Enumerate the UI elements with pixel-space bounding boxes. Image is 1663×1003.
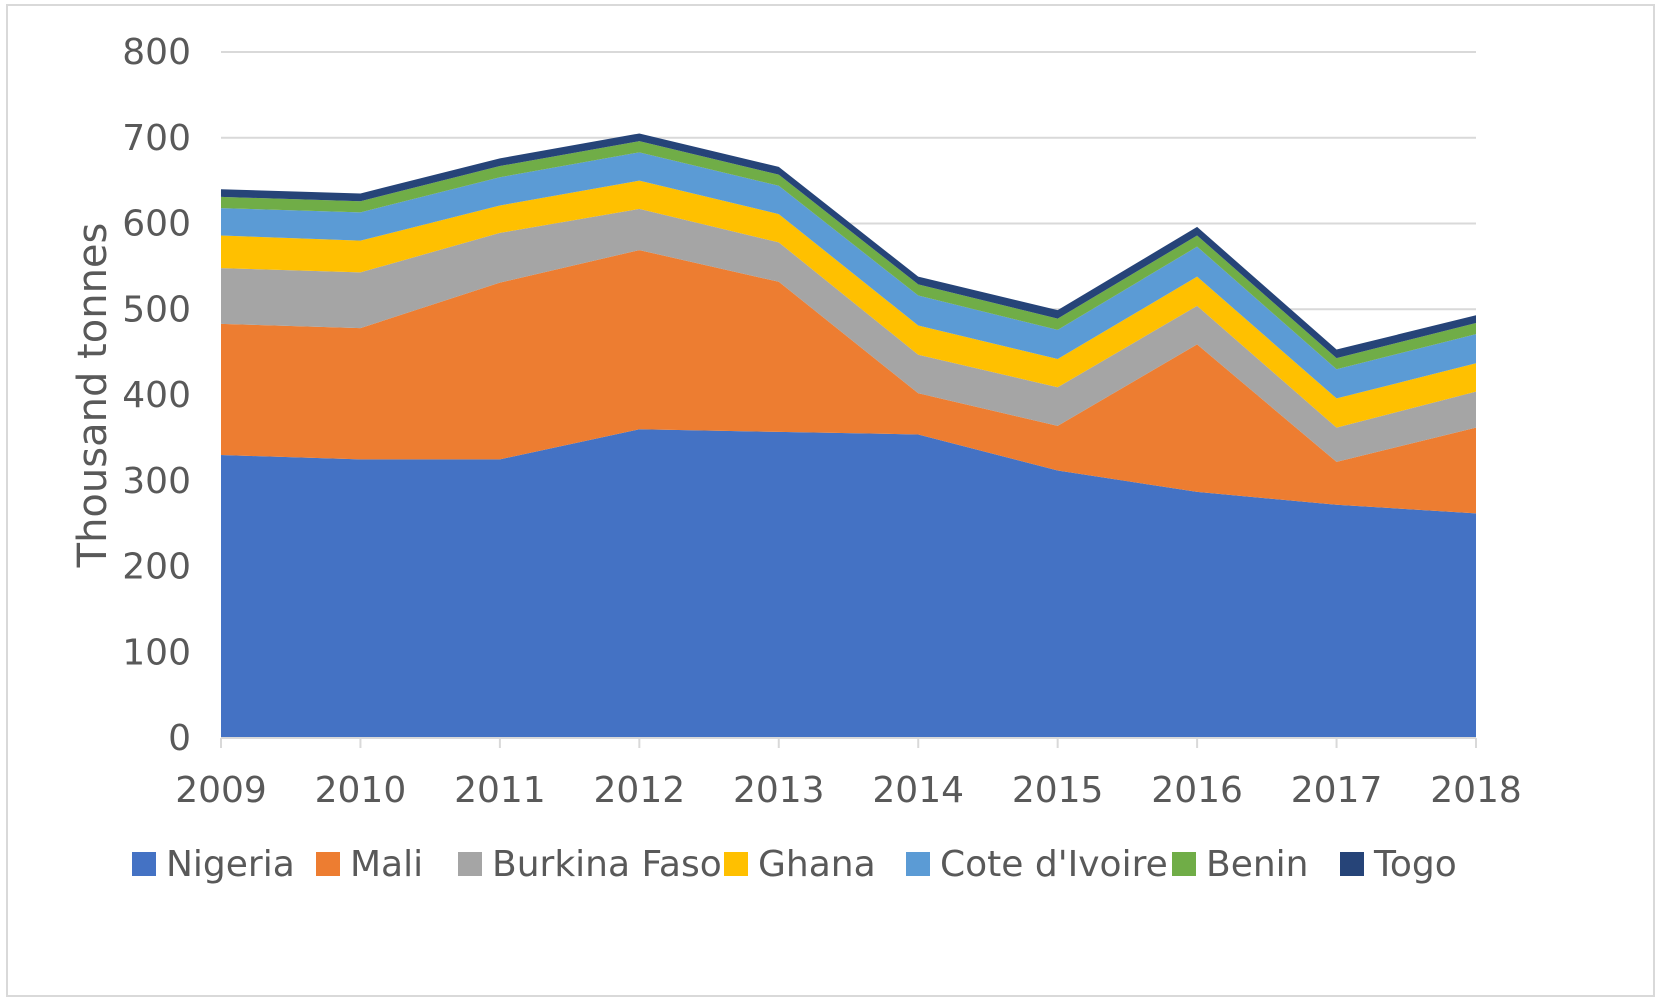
x-tick-label: 2017 — [1291, 770, 1383, 811]
legend-label: Benin — [1206, 844, 1308, 885]
area-burkina-faso — [221, 208, 1476, 462]
area-cote-d-ivoire — [221, 152, 1476, 399]
x-tick-label: 2014 — [872, 770, 964, 811]
legend-swatch — [316, 852, 340, 876]
legend-label: Ghana — [758, 844, 876, 885]
y-tick-label: 0 — [168, 718, 191, 759]
legend-label: Nigeria — [166, 844, 295, 885]
legend-swatch — [1340, 852, 1364, 876]
area-mali — [221, 250, 1476, 514]
y-tick-label: 100 — [122, 632, 191, 673]
legend-label: Togo — [1373, 844, 1457, 885]
area-nigeria — [221, 429, 1476, 738]
x-tick-labels: 2009 2010 2011 2012 2013 2014 2015 2016 2017 2018 — [175, 770, 1522, 811]
y-tick-label: 500 — [122, 289, 191, 330]
x-tick-label: 2011 — [454, 770, 546, 811]
x-tick-label: 2015 — [1012, 770, 1104, 811]
legend-swatch — [1172, 852, 1196, 876]
legend-swatch — [906, 852, 930, 876]
x-tick-label: 2013 — [733, 770, 825, 811]
axes — [220, 737, 1477, 748]
y-tick-label: 200 — [122, 547, 191, 588]
y-tick-label: 300 — [122, 461, 191, 502]
x-tick-label: 2009 — [175, 770, 267, 811]
legend: Nigeria Mali Burkina Faso Ghana Cote d'Ivoir… — [132, 844, 1457, 885]
y-tick-label: 600 — [122, 204, 191, 245]
legend-swatch — [724, 852, 748, 876]
x-tick-label: 2018 — [1430, 770, 1522, 811]
x-tick-label: 2010 — [315, 770, 407, 811]
y-tick-label: 700 — [122, 118, 191, 159]
chart-frame: 0 100 200 300 400 500 600 700 800 2009 2010 2011 20… — [6, 4, 1655, 997]
legend-swatch — [458, 852, 482, 876]
y-tick-label: 800 — [122, 32, 191, 73]
x-tick-label: 2012 — [594, 770, 686, 811]
legend-label: Mali — [350, 844, 423, 885]
legend-swatch — [132, 852, 156, 876]
series-areas — [221, 133, 1476, 738]
x-tick-label: 2016 — [1151, 770, 1243, 811]
y-tick-labels: 0 100 200 300 400 500 600 700 800 — [122, 32, 191, 759]
legend-label: Burkina Faso — [492, 844, 722, 885]
legend-label: Cote d'Ivoire — [940, 844, 1168, 885]
y-axis-label: Thousand tonnes — [70, 223, 116, 569]
area-ghana — [221, 180, 1476, 428]
y-tick-label: 400 — [122, 375, 191, 416]
